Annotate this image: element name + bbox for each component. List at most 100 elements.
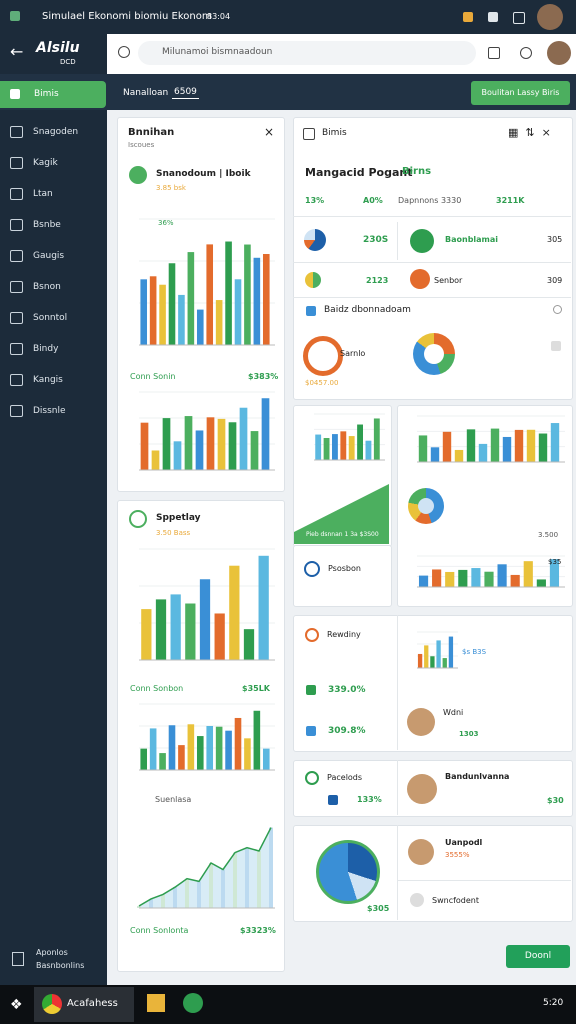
bar-chart	[417, 415, 565, 463]
action-button[interactable]: Doonl	[506, 945, 570, 968]
decor-bar	[502, 436, 512, 462]
item-icon	[129, 166, 147, 184]
decor-bar	[262, 748, 270, 770]
decor-bar	[140, 748, 148, 770]
decor-bar	[332, 434, 338, 460]
decor-bar	[173, 441, 182, 470]
donut	[303, 336, 343, 376]
nav-item[interactable]: Bindy	[10, 343, 58, 355]
sidebar	[0, 110, 107, 985]
card-value: 3.500	[538, 531, 559, 539]
decor-area	[139, 827, 271, 908]
nav-icon	[10, 126, 23, 138]
tab-label: Bimis	[34, 89, 59, 99]
avatar	[407, 708, 435, 736]
address-field[interactable]	[138, 41, 476, 65]
person-name: Uanpodl	[445, 838, 483, 847]
panel-title: Sppetlay	[156, 513, 201, 523]
logo-sub: DCD	[60, 58, 76, 66]
folder-icon	[147, 994, 165, 1012]
bar-chart	[139, 548, 275, 661]
nav-item[interactable]: Sonntol	[10, 312, 67, 324]
nav-label: Sonntol	[33, 313, 68, 323]
card-value: $30	[547, 796, 564, 805]
decor-bar	[151, 450, 160, 470]
avatar	[537, 4, 563, 30]
decor-bar	[471, 568, 481, 587]
nav-item[interactable]: Gaugis	[10, 250, 64, 262]
decor-bar	[315, 434, 322, 460]
divider	[397, 615, 398, 750]
avatar	[410, 893, 424, 907]
decor-bar	[178, 294, 185, 345]
decor-bar	[262, 254, 270, 345]
panel-subtitle: Iscoues	[128, 141, 155, 149]
decor-bar	[161, 894, 165, 908]
divider	[397, 760, 398, 815]
nav-item[interactable]: Kagik	[10, 157, 58, 169]
decor-bar	[159, 284, 166, 345]
decor-bar	[253, 257, 261, 345]
tab-icon	[10, 89, 20, 99]
donut	[316, 840, 380, 904]
person-name: Wdni	[443, 708, 464, 717]
card-value: 133%	[357, 795, 382, 804]
decor-bar	[510, 574, 520, 587]
card-value: $35	[548, 558, 562, 566]
nav-item[interactable]: Kangis	[10, 374, 63, 386]
decor-bar	[228, 422, 237, 470]
decor-bar	[250, 431, 259, 470]
sidebar-footer: Aponlos	[36, 948, 68, 957]
decor-bar	[536, 579, 546, 587]
app-icon	[183, 993, 203, 1013]
decor-bar	[170, 594, 181, 660]
decor-bar	[197, 881, 201, 908]
divider	[397, 880, 571, 881]
start-button[interactable]: ❖	[10, 997, 23, 1013]
chart-label: 36%	[158, 219, 174, 227]
close-button[interactable]: ×	[264, 125, 275, 139]
nav-label: Kagik	[33, 158, 58, 168]
item-icon	[306, 726, 316, 736]
nav-item[interactable]: Bsnbe	[10, 219, 61, 231]
nav-label: Snagoden	[33, 127, 79, 137]
decor-bar	[225, 241, 232, 345]
divider	[397, 825, 398, 920]
back-button[interactable]: ←	[10, 42, 24, 61]
decor-bar	[253, 710, 261, 770]
window-title: Simulael Ekonomi biomiu Ekonom	[42, 11, 212, 22]
decor-bar	[417, 653, 423, 668]
panel-icon	[303, 128, 315, 140]
nav-item[interactable]: Ltan	[10, 188, 53, 200]
decor-bar	[199, 579, 211, 660]
browser-side	[0, 34, 107, 74]
card-value: $s B3S	[462, 648, 487, 656]
task-label: Acafahess	[67, 998, 118, 1009]
person-meta: 3555%	[445, 851, 470, 859]
decor-bar	[137, 906, 141, 908]
nav-item[interactable]: Snagoden	[10, 126, 78, 138]
nav-item[interactable]: Bsnon	[10, 281, 61, 293]
nav-item[interactable]: Dissnle	[10, 405, 66, 417]
nav-label: Bsnon	[33, 282, 61, 292]
decor-bar	[269, 827, 273, 908]
decor-bar	[221, 869, 225, 908]
app-icon	[10, 11, 20, 21]
decor-bar	[490, 428, 500, 462]
bar-chart	[139, 218, 275, 346]
header-button[interactable]: Boulitan Lassy Biris	[471, 81, 570, 105]
item-icon	[305, 771, 319, 785]
panel-action[interactable]: ▦ ⇅ ×	[508, 126, 551, 139]
decor-bar	[239, 407, 248, 470]
stat: A0%	[363, 196, 383, 205]
chart-title: Suenlasa	[155, 795, 192, 804]
section-label: Conn Sonbon	[130, 684, 184, 693]
decor-bar	[430, 656, 435, 668]
stat: 13%	[305, 196, 325, 205]
decor-bar	[373, 418, 380, 460]
decor-bar	[458, 569, 468, 587]
decor-bar	[258, 555, 269, 660]
decor-bar	[550, 423, 560, 462]
status-icon	[513, 12, 525, 24]
